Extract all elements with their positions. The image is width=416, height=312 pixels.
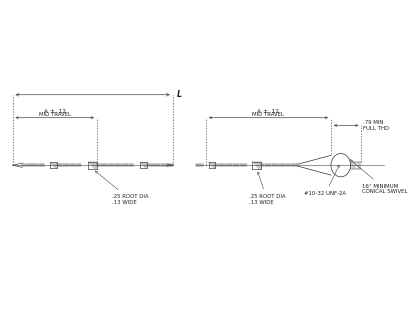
- Text: MID TRAVEL: MID TRAVEL: [253, 112, 285, 117]
- Text: .25 ROOT DIA
.13 WIDE: .25 ROOT DIA .13 WIDE: [95, 171, 149, 205]
- Text: .25 ROOT DIA
.13 WIDE: .25 ROOT DIA .13 WIDE: [249, 172, 285, 205]
- Text: #10-32 UNF-2A: #10-32 UNF-2A: [304, 165, 346, 196]
- Text: A ± .12: A ± .12: [44, 109, 66, 114]
- Text: L: L: [177, 90, 182, 99]
- Text: .79 MIN
FULL THD: .79 MIN FULL THD: [364, 120, 389, 131]
- Text: 16° MINIMUM
CONICAL SWIVEL: 16° MINIMUM CONICAL SWIVEL: [350, 160, 408, 194]
- Text: MID TRAVEL: MID TRAVEL: [39, 112, 71, 117]
- Text: A ± .12: A ± .12: [258, 109, 280, 114]
